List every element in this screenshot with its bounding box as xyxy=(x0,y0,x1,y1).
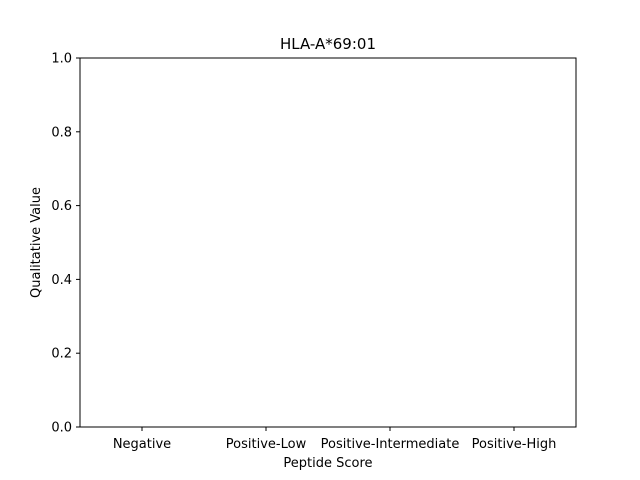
x-axis-ticks: Negative Positive-Low Positive-Intermediat… xyxy=(113,427,557,452)
y-tick-label: 0.2 xyxy=(51,347,72,362)
x-axis-label: Peptide Score xyxy=(283,456,372,471)
chart-title: HLA-A*69:01 xyxy=(280,35,376,53)
x-tick-label: Positive-Intermediate xyxy=(321,437,460,452)
x-tick-label: Positive-High xyxy=(472,437,557,452)
x-tick-label: Positive-Low xyxy=(226,437,307,452)
y-tick-label: 0.6 xyxy=(51,199,72,214)
y-axis-label: Qualitative Value xyxy=(29,187,44,298)
y-tick-label: 1.0 xyxy=(51,52,72,67)
plot-area xyxy=(79,57,577,428)
x-tick-label: Negative xyxy=(113,437,171,452)
y-tick-label: 0.4 xyxy=(51,273,72,288)
y-tick-label: 0.0 xyxy=(51,421,72,436)
y-axis-ticks: 0.0 0.2 0.4 0.6 0.8 1.0 xyxy=(51,52,80,436)
axes-frame xyxy=(79,57,577,428)
y-tick-label: 0.8 xyxy=(51,125,72,140)
